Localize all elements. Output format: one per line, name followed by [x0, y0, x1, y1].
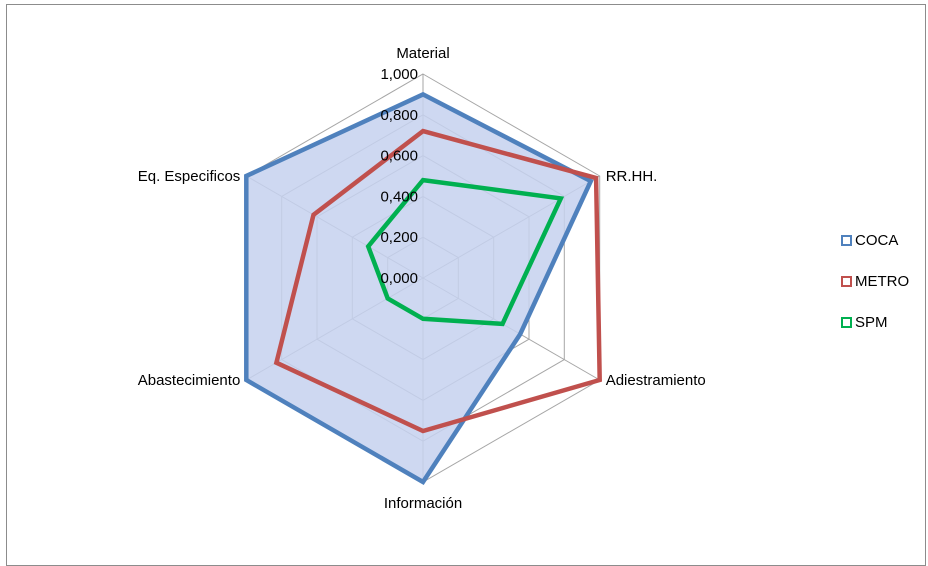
series-line-coca	[244, 91, 594, 486]
category-label: Eq. Especificos	[138, 168, 241, 185]
tick-label: 0,400	[380, 188, 418, 205]
legend-item-spm: SPM	[841, 312, 909, 332]
category-label: Adiestramiento	[606, 372, 706, 389]
legend-swatch-metro	[841, 275, 852, 287]
legend-swatch-spm	[841, 316, 852, 328]
radar-chart: 0,000 0,200 0,400 0,600 0,800 1,000 Material RR…	[138, 45, 706, 512]
legend-label-coca: COCA	[855, 231, 899, 249]
legend-label-metro: METRO	[855, 272, 910, 290]
category-label: Material	[396, 45, 449, 62]
tick-label: 0,200	[380, 229, 418, 246]
category-label: Información	[384, 495, 462, 512]
tick-label: 0,800	[380, 107, 418, 124]
legend-swatch-coca	[841, 234, 852, 246]
tick-label: 0,600	[380, 148, 418, 165]
legend: COCA METRO SPM	[841, 230, 909, 353]
series-line-spm	[365, 177, 565, 327]
legend-item-metro: METRO	[841, 271, 909, 291]
legend-item-coca: COCA	[841, 230, 909, 250]
series-line-metro	[273, 128, 602, 434]
legend-label-spm: SPM	[855, 313, 888, 331]
category-label: RR.HH.	[606, 168, 658, 185]
tick-label: 1,000	[380, 66, 418, 83]
tick-label: 0,000	[380, 270, 418, 287]
category-label: Abastecimiento	[138, 372, 241, 389]
